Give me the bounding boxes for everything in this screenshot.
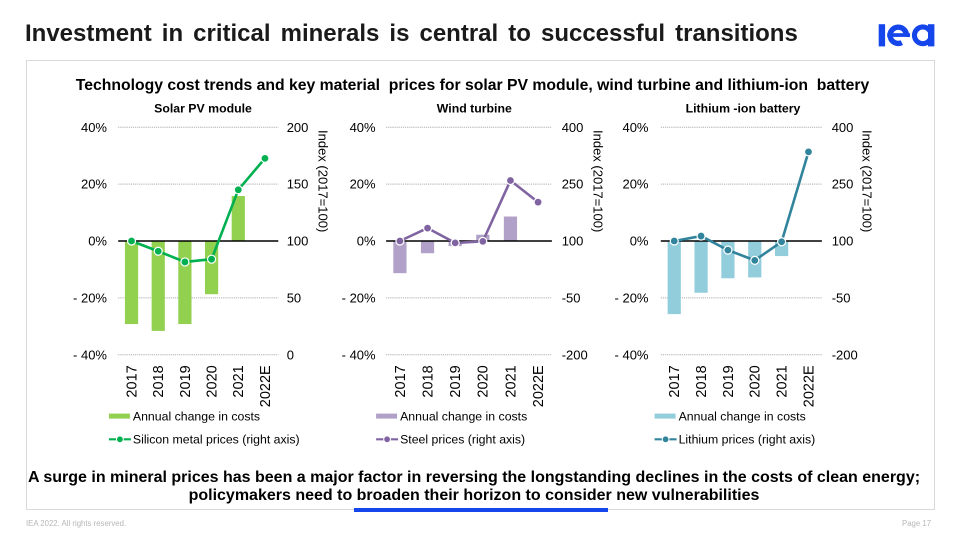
svg-text:2020: 2020: [204, 365, 220, 397]
svg-text:Annual change in costs: Annual change in costs: [679, 410, 806, 424]
svg-text:- 20%: - 20%: [73, 291, 107, 306]
svg-text:150: 150: [287, 177, 309, 192]
svg-text:40%: 40%: [622, 120, 648, 135]
svg-text:20%: 20%: [622, 177, 648, 192]
svg-text:Steel prices (right axis): Steel prices (right axis): [400, 432, 525, 446]
svg-text:50: 50: [287, 291, 301, 306]
svg-text:-50: -50: [832, 291, 851, 306]
svg-text:-200: -200: [562, 347, 588, 362]
svg-text:2019: 2019: [448, 365, 464, 397]
svg-text:100: 100: [832, 234, 854, 249]
svg-text:2019: 2019: [721, 365, 737, 397]
svg-text:Index (2017=100): Index (2017=100): [316, 130, 331, 232]
svg-text:2021: 2021: [775, 365, 791, 397]
svg-text:2022E: 2022E: [531, 365, 547, 407]
svg-text:- 40%: - 40%: [73, 347, 107, 362]
svg-text:2020: 2020: [748, 365, 764, 397]
svg-text:100: 100: [562, 234, 584, 249]
svg-text:Index (2017=100): Index (2017=100): [859, 130, 874, 232]
svg-text:2018: 2018: [694, 365, 710, 397]
svg-text:2020: 2020: [476, 365, 492, 397]
svg-text:- 20%: - 20%: [615, 291, 649, 306]
svg-text:2019: 2019: [178, 365, 194, 397]
svg-text:2022E: 2022E: [258, 365, 274, 407]
svg-text:Annual change in costs: Annual change in costs: [400, 410, 527, 424]
svg-text:Solar PV module: Solar PV module: [154, 101, 252, 115]
svg-text:Lithium -ion battery: Lithium -ion battery: [686, 101, 801, 115]
svg-text:Silicon metal prices (right ax: Silicon metal prices (right axis): [133, 432, 300, 446]
svg-text:250: 250: [832, 177, 854, 192]
svg-text:- 40%: - 40%: [342, 347, 376, 362]
svg-text:2021: 2021: [231, 365, 247, 397]
svg-text:2018: 2018: [151, 365, 167, 397]
svg-text:-50: -50: [562, 291, 581, 306]
svg-text:2017: 2017: [667, 365, 683, 397]
svg-text:Wind turbine: Wind turbine: [437, 101, 512, 115]
svg-text:2018: 2018: [420, 365, 436, 397]
svg-text:Index (2017=100): Index (2017=100): [591, 130, 606, 232]
svg-text:2017: 2017: [393, 365, 409, 397]
svg-text:40%: 40%: [350, 120, 376, 135]
svg-text:20%: 20%: [350, 177, 376, 192]
svg-text:0%: 0%: [88, 234, 107, 249]
svg-text:100: 100: [287, 234, 309, 249]
svg-text:0%: 0%: [630, 234, 649, 249]
svg-text:0%: 0%: [357, 234, 376, 249]
svg-text:200: 200: [287, 120, 309, 135]
svg-text:Lithium prices (right axis): Lithium prices (right axis): [679, 432, 816, 446]
svg-text:400: 400: [562, 120, 584, 135]
svg-text:2021: 2021: [503, 365, 519, 397]
svg-text:20%: 20%: [81, 177, 107, 192]
svg-text:400: 400: [832, 120, 854, 135]
svg-text:40%: 40%: [81, 120, 107, 135]
svg-text:2022E: 2022E: [801, 365, 817, 407]
svg-text:250: 250: [562, 177, 584, 192]
svg-text:-200: -200: [832, 347, 858, 362]
svg-text:0: 0: [287, 347, 294, 362]
svg-text:- 40%: - 40%: [615, 347, 649, 362]
svg-text:Annual change in costs: Annual change in costs: [133, 410, 260, 424]
svg-text:2017: 2017: [124, 365, 140, 397]
svg-text:- 20%: - 20%: [342, 291, 376, 306]
